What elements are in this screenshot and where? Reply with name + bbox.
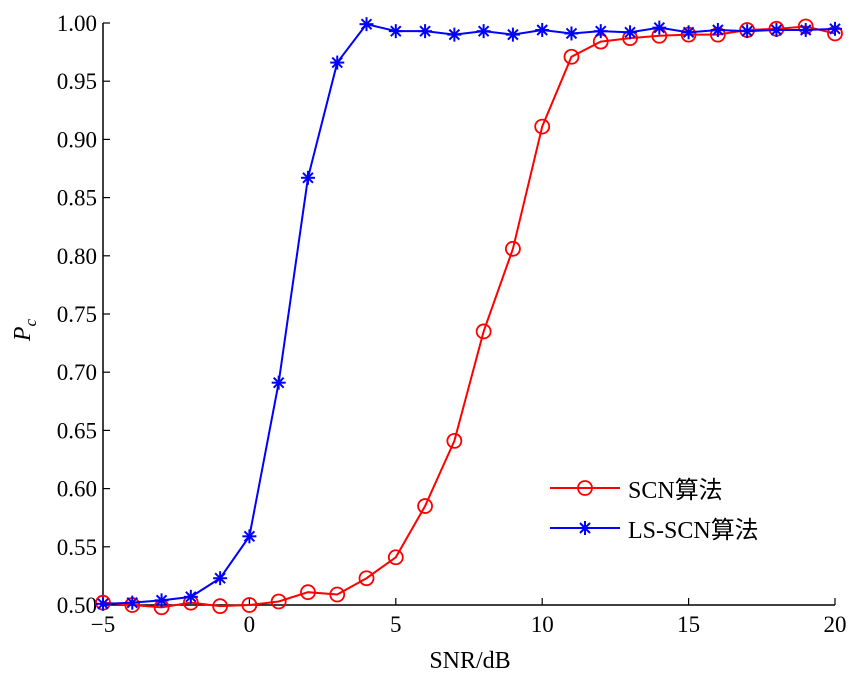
asterisk-stroke xyxy=(507,28,519,41)
asterisk-stroke xyxy=(302,172,314,184)
data-point xyxy=(388,24,403,39)
data-point xyxy=(154,593,169,608)
data-point xyxy=(300,170,315,185)
data-point xyxy=(710,22,725,37)
asterisk-stroke xyxy=(126,596,138,609)
data-point xyxy=(505,27,520,42)
asterisk-stroke xyxy=(390,25,402,37)
asterisk-stroke xyxy=(741,25,753,37)
asterisk-stroke xyxy=(800,24,812,36)
asterisk-stroke xyxy=(770,24,783,36)
asterisk-stroke xyxy=(214,572,226,584)
legend-label: LS-SCN算法 xyxy=(628,517,759,544)
data-point xyxy=(681,25,696,40)
y-tick-label: 0.70 xyxy=(57,360,97,385)
y-tick-label: 0.60 xyxy=(57,477,97,502)
asterisk-stroke xyxy=(682,26,695,39)
asterisk-stroke xyxy=(272,376,285,389)
data-point xyxy=(623,25,638,40)
data-point xyxy=(271,375,286,390)
data-point xyxy=(242,529,257,544)
data-point xyxy=(358,570,375,587)
asterisk-stroke xyxy=(624,26,636,39)
data-point xyxy=(564,26,579,41)
asterisk-stroke xyxy=(712,24,724,36)
asterisk-stroke xyxy=(243,530,256,543)
y-tick-label: 0.90 xyxy=(57,127,97,152)
y-tick-label: 0.80 xyxy=(57,244,97,269)
data-point xyxy=(798,22,813,37)
y-tick-label: 0.65 xyxy=(57,418,97,443)
y-tick-label: 0.55 xyxy=(57,535,97,560)
data-point xyxy=(359,17,374,32)
asterisk-stroke xyxy=(536,24,548,36)
asterisk-stroke xyxy=(595,25,607,37)
data-point xyxy=(534,118,551,135)
y-tick-label: 1.00 xyxy=(57,11,97,36)
data-point xyxy=(475,323,492,340)
asterisk-stroke xyxy=(97,598,109,610)
data-point xyxy=(535,22,550,37)
asterisk-stroke xyxy=(360,18,373,30)
asterisk-stroke xyxy=(419,25,431,37)
y-tick-label: 0.75 xyxy=(57,302,97,327)
data-point xyxy=(329,586,346,603)
data-point xyxy=(652,20,667,35)
asterisk-stroke xyxy=(829,23,841,35)
data-point xyxy=(418,24,433,39)
x-tick-label: 20 xyxy=(824,612,847,637)
data-point xyxy=(828,21,842,36)
x-axis-label: SNR/dB xyxy=(429,648,510,674)
legend-marker xyxy=(578,521,592,535)
series-ls-scn xyxy=(96,17,842,611)
x-tick-label: −5 xyxy=(91,612,115,637)
legend: SCN算法 LS-SCN算法 xyxy=(550,477,759,544)
x-tick-label: 0 xyxy=(244,612,256,637)
y-tick-label: 0.50 xyxy=(57,593,97,618)
data-point xyxy=(593,24,608,39)
y-tick-label: 0.85 xyxy=(57,186,97,211)
data-point xyxy=(387,549,404,566)
x-tick-label: 5 xyxy=(390,612,402,637)
data-point xyxy=(505,240,521,257)
x-tick-label: 15 xyxy=(677,612,700,637)
legend-label: SCN算法 xyxy=(628,477,723,504)
asterisk-stroke xyxy=(331,56,343,69)
data-point xyxy=(563,48,580,65)
data-point xyxy=(476,24,491,39)
data-point xyxy=(241,597,258,613)
data-point xyxy=(96,596,110,611)
asterisk-stroke xyxy=(565,27,578,40)
data-point xyxy=(212,598,229,615)
asterisk-stroke xyxy=(155,594,168,607)
asterisk-stroke xyxy=(579,522,591,534)
asterisk-stroke xyxy=(185,591,197,603)
asterisk-stroke xyxy=(448,28,461,41)
data-point xyxy=(125,595,140,610)
data-point xyxy=(270,593,287,610)
data-point xyxy=(300,584,316,601)
data-point xyxy=(447,27,462,42)
data-point xyxy=(213,571,228,586)
data-point xyxy=(330,55,345,70)
data-point xyxy=(769,22,784,37)
asterisk-stroke xyxy=(653,21,666,34)
data-point xyxy=(740,24,755,39)
y-tick-label: 0.95 xyxy=(57,69,97,94)
series-layer xyxy=(95,17,843,616)
asterisk-stroke xyxy=(477,25,490,37)
data-point xyxy=(446,432,463,449)
y-axis-label: Pc xyxy=(10,318,40,342)
axes: −5 0 5 10 15 20 0.50 0.55 0.60 0.65 0.70 0.75 0.80 0.… xyxy=(57,11,847,637)
data-point xyxy=(183,589,198,604)
x-tick-label: 10 xyxy=(531,612,554,637)
series-line xyxy=(102,23,836,605)
data-point xyxy=(417,498,433,514)
legend-marker xyxy=(577,480,593,496)
